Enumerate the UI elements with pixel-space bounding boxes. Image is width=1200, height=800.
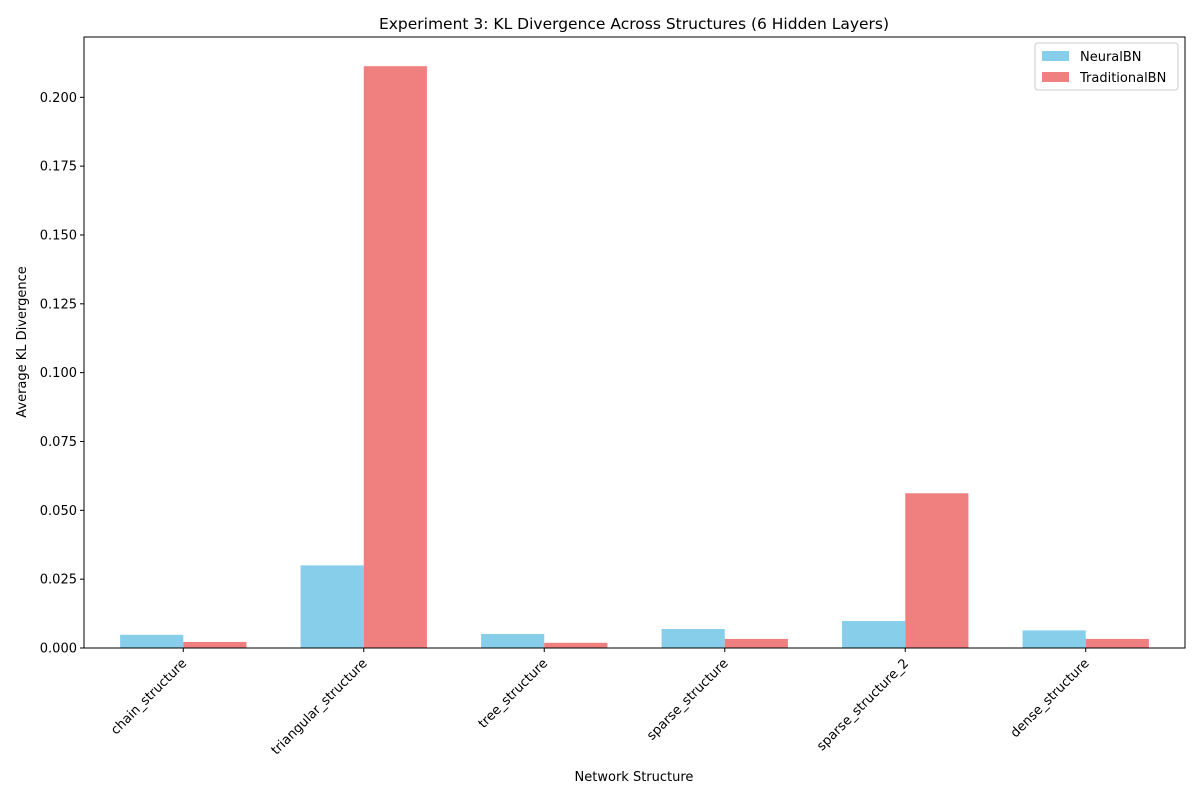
bar-neuralbn-sparse_structure_2 — [842, 621, 906, 648]
y-tick-label: 0.125 — [40, 297, 77, 312]
bar-neuralbn-triangular_structure — [300, 565, 364, 648]
bar-traditionalbn-sparse_structure — [724, 638, 788, 648]
x-tick-label: sparse_structure_2 — [814, 656, 912, 754]
legend-box — [1034, 42, 1179, 91]
plot-area: 0.000 0.025 0.050 0.075 0.100 0.125 0.150 0.175… — [40, 36, 1186, 758]
x-tick-label: chain_structure — [108, 656, 190, 738]
legend: NeuralBN TraditionalBN — [1034, 42, 1179, 91]
x-tick-label: tree_structure — [476, 656, 551, 731]
bar-traditionalbn-sparse_structure_2 — [905, 493, 969, 648]
legend-label-neuralbn: NeuralBN — [1080, 50, 1142, 65]
y-tick-label: 0.100 — [40, 366, 77, 381]
y-tick-label: 0.150 — [40, 228, 77, 243]
bar-traditionalbn-dense_structure — [1085, 638, 1149, 648]
bar-neuralbn-sparse_structure — [661, 629, 725, 648]
y-tick-label: 0.000 — [40, 642, 77, 657]
x-tick-label: sparse_structure — [644, 656, 731, 743]
x-tick-label: triangular_structure — [269, 656, 371, 758]
plot-frame — [83, 36, 1186, 649]
bar-neuralbn-tree_structure — [481, 633, 545, 648]
y-tick-label: 0.200 — [40, 91, 77, 106]
y-tick-label: 0.175 — [40, 160, 77, 175]
bar-neuralbn-chain_structure — [120, 634, 184, 648]
x-axis-label: Network Structure — [575, 770, 694, 785]
legend-label-traditionalbn: TraditionalBN — [1079, 71, 1166, 86]
bar-traditionalbn-tree_structure — [544, 642, 608, 648]
y-tick-label: 0.075 — [40, 435, 77, 450]
legend-swatch-traditionalbn — [1042, 72, 1069, 82]
bar-traditionalbn-chain_structure — [183, 641, 247, 648]
x-tick-label: dense_structure — [1008, 656, 1093, 741]
y-tick-label: 0.050 — [40, 504, 77, 519]
chart-title: Experiment 3: KL Divergence Across Struc… — [379, 15, 889, 33]
bar-neuralbn-dense_structure — [1022, 630, 1086, 648]
legend-swatch-neuralbn — [1042, 51, 1069, 61]
bar-traditionalbn-triangular_structure — [363, 66, 427, 648]
y-axis-label: Average KL Divergence — [15, 266, 30, 417]
y-tick-label: 0.025 — [40, 573, 77, 588]
